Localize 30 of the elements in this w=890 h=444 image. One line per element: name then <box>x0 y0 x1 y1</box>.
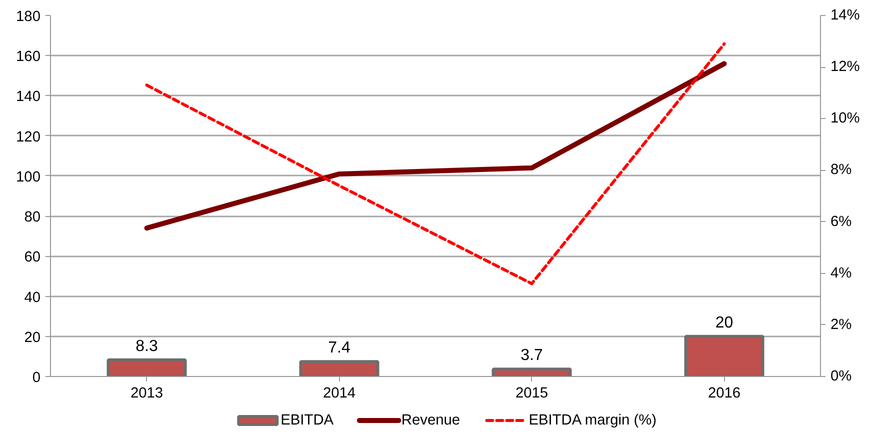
y2-tick-label: 0% <box>830 368 852 384</box>
data-label: 8.3 <box>136 338 158 355</box>
y-tick-label: 40 <box>24 290 41 306</box>
y-tick-label: 160 <box>16 49 41 66</box>
data-label: 7.4 <box>328 340 350 357</box>
y2-tick-label: 12% <box>830 59 860 76</box>
y-tick-label: 140 <box>16 89 41 106</box>
y2-tick-label: 6% <box>830 214 852 230</box>
y2-tick-label: 2% <box>830 316 852 333</box>
legend-label: Revenue <box>401 412 460 428</box>
y-tick-label: 120 <box>16 129 41 146</box>
y-tick-label: 20 <box>24 330 41 346</box>
legend-label: EBITDA <box>280 412 334 428</box>
x-tick-label: 2014 <box>322 386 356 402</box>
y-tick-label: 0 <box>32 370 41 386</box>
y-tick-label: 60 <box>24 250 41 266</box>
legend-label: EBITDA margin (%) <box>528 412 657 428</box>
y-tick-label: 100 <box>16 169 41 186</box>
y2-tick-label: 4% <box>830 265 852 282</box>
y-tick-label: 80 <box>24 210 41 226</box>
data-label: 20 <box>715 314 734 332</box>
x-tick-label: 2015 <box>515 386 548 402</box>
x-tick-label: 2016 <box>708 386 741 402</box>
x-tick-label: 2013 <box>130 386 164 402</box>
line-series <box>145 42 726 286</box>
y2-tick-label: 8% <box>830 162 852 178</box>
y-tick-label: 180 <box>16 9 41 25</box>
data-label: 3.7 <box>520 347 543 364</box>
y2-tick-label: 10% <box>830 110 860 127</box>
y2-tick-label: 14% <box>830 8 860 24</box>
